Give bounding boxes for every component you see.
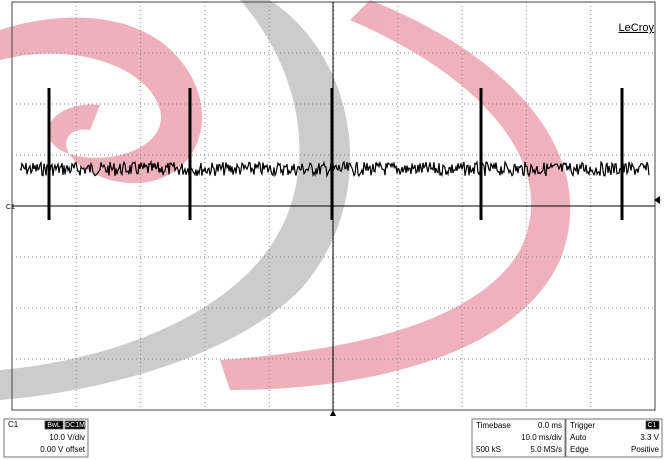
graticule [11,1,656,411]
pulse [330,88,334,220]
pulse [188,88,192,220]
pulse [620,88,624,220]
sample-rate: 5.0 MS/s [530,445,562,454]
trigger-position-marker [330,410,336,416]
volts-per-div: 10.0 V/div [49,433,85,442]
trigger-source: C1 [648,422,657,429]
waveform [19,88,650,220]
trigger-level: 3.3 V [640,433,659,442]
trigger-title: Trigger [570,421,595,430]
watermark [0,0,571,400]
timebase-panel: Timebase 0.0 ms 10.0 ms/div 500 kS 5.0 M… [471,418,566,458]
coupling: DC1M [65,422,85,429]
noise-trace [19,159,650,178]
time-per-div: 10.0 ms/div [521,433,562,442]
delay: 0.0 ms [538,421,562,430]
trace-label: C1 [6,204,15,211]
timebase-title: Timebase [476,421,511,430]
offset: 0.00 V offset [40,445,86,454]
channel-name: C1 [8,420,19,429]
trigger-type: Edge [570,445,589,454]
samples: 500 kS [476,445,501,454]
trigger-slope: Positive [631,445,660,454]
brand: LeCroy [619,22,655,34]
trigger-panel: Trigger C1 Auto 3.3 V Edge Positive [565,418,663,458]
pulse [47,88,51,220]
trigger-level-marker [654,196,660,204]
pulse [479,88,483,220]
trigger-mode: Auto [570,433,587,442]
channel-panel: C1 BwL DC1M 10.0 V/div 0.00 V offset [3,418,89,458]
bandwidth: BwL [47,422,61,429]
